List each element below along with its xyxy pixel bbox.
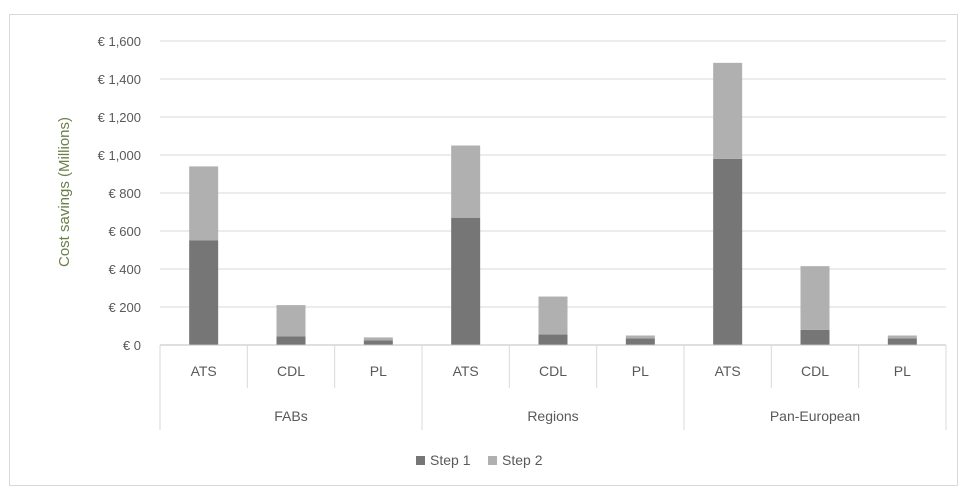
- bar-step-1: [363, 340, 393, 345]
- x-category-label: PL: [370, 363, 387, 379]
- x-group-label: FABs: [274, 408, 307, 424]
- bar-step-2: [538, 296, 568, 335]
- y-axis-ticks: € 0 € 200 € 400 € 600 € 800 € 1,000 € 1,200 € 1…: [98, 34, 141, 353]
- bar-step-1: [625, 338, 655, 345]
- bar-step-2: [363, 337, 393, 341]
- bar-step-1: [887, 338, 917, 345]
- bar-step-1: [276, 336, 306, 345]
- x-category-label: ATS: [191, 363, 217, 379]
- y-axis-title: Cost savings (Millions): [56, 117, 73, 267]
- x-category-label: CDL: [801, 363, 829, 379]
- bars: [189, 62, 917, 345]
- y-tick-label: € 400: [108, 262, 141, 277]
- x-category-label: PL: [632, 363, 649, 379]
- bar-step-2: [451, 145, 481, 218]
- y-tick-label: € 1,600: [98, 34, 141, 49]
- x-axis: ATS CDL PL ATS CDL PL ATS CDL PL FABs Regions Pan-E…: [159, 344, 947, 430]
- chart-frame: [9, 14, 958, 486]
- y-tick-label: € 1,000: [98, 148, 141, 163]
- legend: Step 1 Step 2: [416, 452, 543, 468]
- y-tick-label: € 1,400: [98, 72, 141, 87]
- y-tick-label: € 1,200: [98, 110, 141, 125]
- x-group-label: Pan-European: [770, 408, 860, 424]
- x-category-label: PL: [894, 363, 911, 379]
- bar-step-2: [189, 166, 219, 241]
- y-tick-label: € 800: [108, 186, 141, 201]
- legend-label: Step 1: [430, 452, 471, 468]
- legend-label: Step 2: [502, 452, 543, 468]
- x-category-label: ATS: [715, 363, 741, 379]
- bar-step-2: [800, 266, 830, 330]
- x-group-label: Regions: [527, 408, 578, 424]
- y-tick-label: € 0: [123, 338, 141, 353]
- bar-step-2: [625, 335, 655, 339]
- legend-swatch: [488, 456, 497, 465]
- x-category-label: CDL: [539, 363, 567, 379]
- x-category-label: CDL: [277, 363, 305, 379]
- bar-step-1: [538, 334, 568, 345]
- y-tick-label: € 600: [108, 224, 141, 239]
- bar-step-1: [189, 240, 219, 345]
- x-category-label: ATS: [453, 363, 479, 379]
- bar-step-1: [451, 217, 481, 345]
- bar-step-2: [887, 335, 917, 339]
- bar-step-1: [800, 329, 830, 345]
- y-tick-label: € 200: [108, 300, 141, 315]
- legend-swatch: [416, 456, 425, 465]
- bar-step-1: [713, 158, 743, 345]
- bar-step-2: [713, 62, 743, 159]
- bar-step-2: [276, 305, 306, 337]
